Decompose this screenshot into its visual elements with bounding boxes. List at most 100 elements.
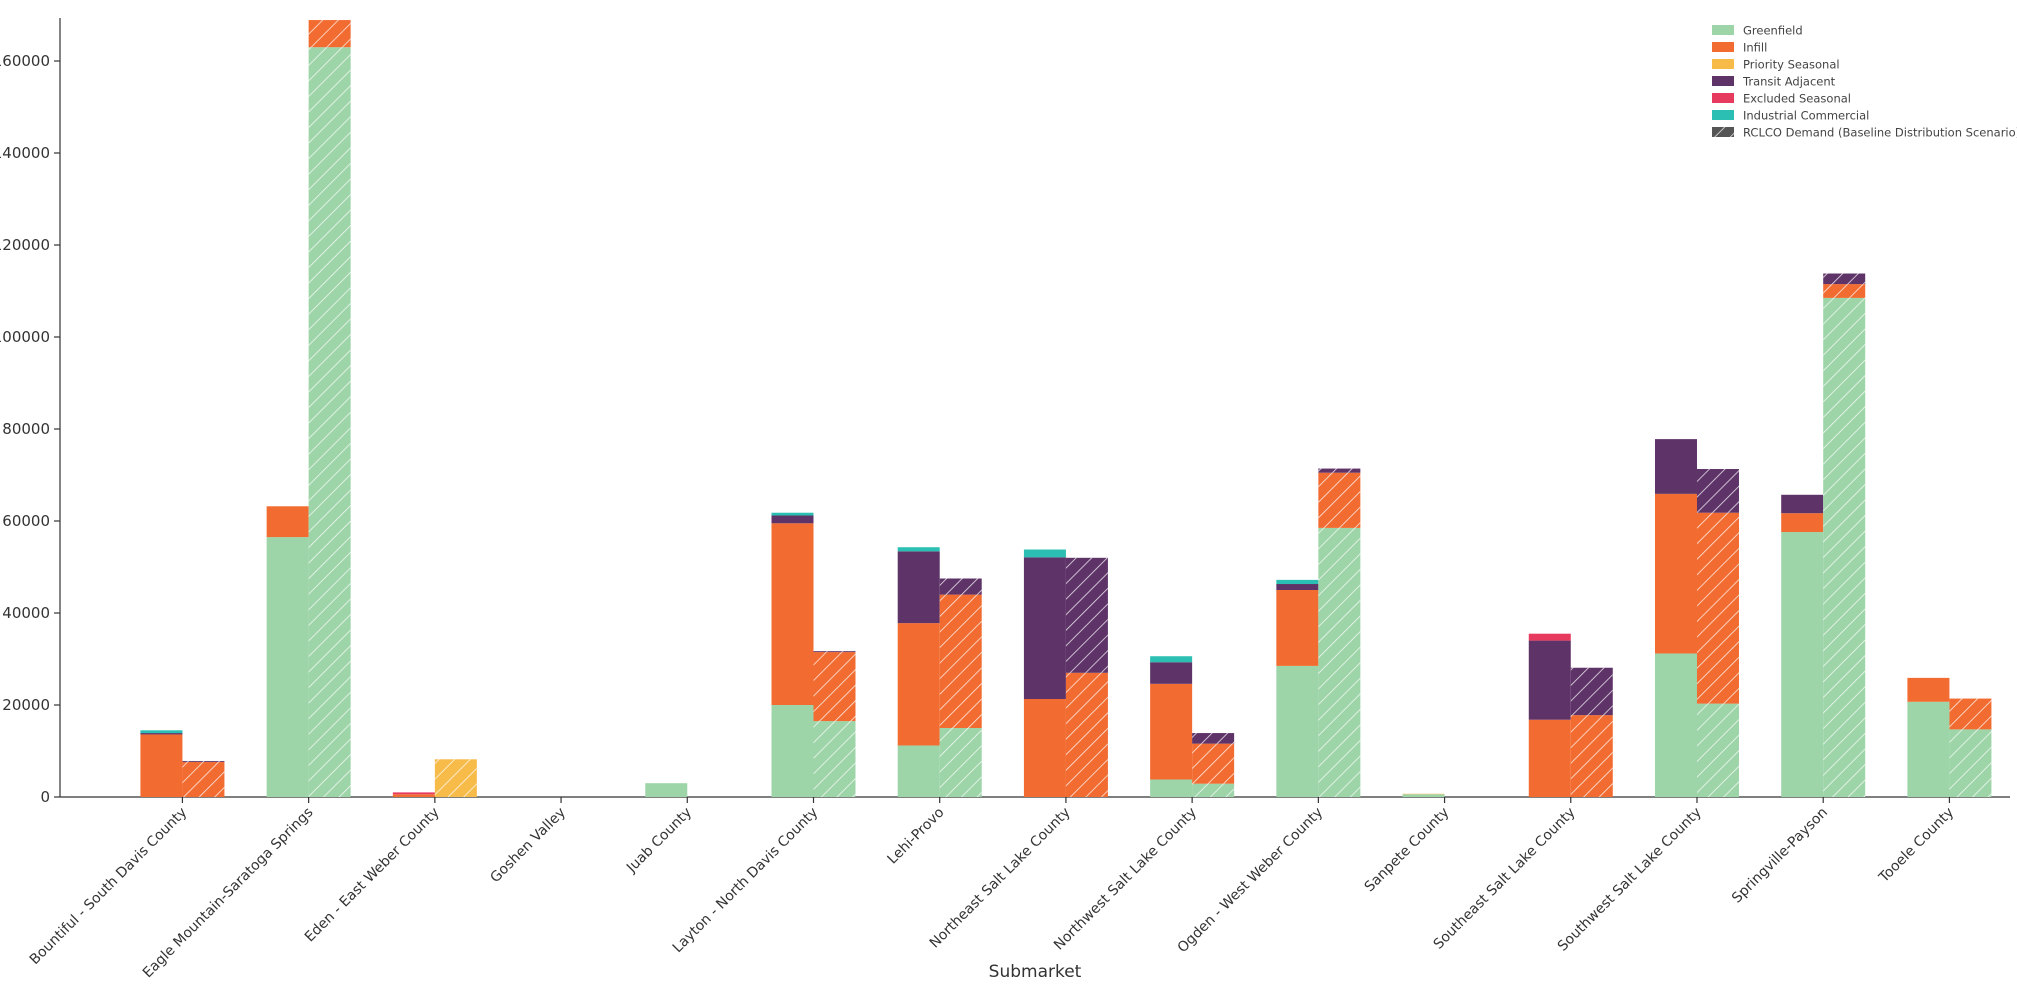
hatch-overlay <box>435 759 477 797</box>
hatch-overlay <box>1066 673 1108 797</box>
hatch-overlay <box>182 761 224 762</box>
hatch-overlay <box>813 651 855 652</box>
bar-ogden-west-weber-county-infill <box>1276 590 1318 666</box>
x-tick-label: Northwest Salt Lake County <box>1051 805 1200 954</box>
bar-southwest-salt-lake-county-greenfield <box>1655 653 1697 797</box>
hatch-overlay <box>1949 699 1991 730</box>
legend-label: Greenfield <box>1743 24 1803 38</box>
legend-label: Excluded Seasonal <box>1743 92 1851 106</box>
hatch-overlay <box>1066 558 1108 673</box>
legend-label: Infill <box>1743 41 1767 55</box>
legend-swatch-infill <box>1712 42 1734 52</box>
hatch-overlay <box>1823 284 1865 298</box>
bar-layton-north-davis-county-infill <box>771 523 813 705</box>
hatch-overlay <box>182 762 224 797</box>
hatch-overlay <box>940 579 982 595</box>
legend-label: Transit Adjacent <box>1742 75 1836 89</box>
bar-eagle-mountain-saratoga-springs-greenfield <box>267 537 309 797</box>
bar-eagle-mountain-saratoga-springs-infill <box>267 506 309 537</box>
legend-label: Priority Seasonal <box>1743 58 1840 72</box>
x-tick-label: Eden - East Weber County <box>302 805 443 946</box>
bar-layton-north-davis-county-transit-adjacent <box>771 515 813 523</box>
x-tick-label: Juab County <box>623 805 695 877</box>
y-tick-label: 40000 <box>2 604 50 622</box>
x-tick-label: Lehi-Provo <box>885 805 948 868</box>
bar-northeast-salt-lake-county-transit-adjacent <box>1024 557 1066 699</box>
bar-lehi-provo-industrial-commercial <box>898 547 940 551</box>
hatch-overlay <box>309 47 351 797</box>
bar-southeast-salt-lake-county-transit-adjacent <box>1529 641 1571 720</box>
hatch-overlay <box>1318 469 1360 473</box>
x-tick-label: Layton - North Davis County <box>670 805 822 957</box>
hatch-overlay <box>813 721 855 797</box>
hatch-overlay <box>940 728 982 797</box>
bar-springville-payson-infill <box>1781 513 1823 532</box>
x-tick-label: Northeast Salt Lake County <box>927 805 1074 952</box>
hatch-overlay <box>1318 473 1360 528</box>
bar-northwest-salt-lake-county-infill <box>1150 684 1192 780</box>
bar-northeast-salt-lake-county-industrial-commercial <box>1024 550 1066 558</box>
hatch-overlay <box>813 652 855 721</box>
bar-layton-north-davis-county-greenfield <box>771 705 813 797</box>
legend-label: Industrial Commercial <box>1743 109 1869 123</box>
hatch-overlay <box>1697 469 1739 513</box>
x-tick-label: Tooele County <box>1875 805 1957 887</box>
bar-ogden-west-weber-county-transit-adjacent <box>1276 584 1318 590</box>
bar-lehi-provo-greenfield <box>898 745 940 797</box>
x-tick-label: Sanpete County <box>1362 805 1453 896</box>
legend-swatch-greenfield <box>1712 25 1734 35</box>
bar-southwest-salt-lake-county-infill <box>1655 494 1697 654</box>
hatch-overlay <box>1192 784 1234 797</box>
bar-northwest-salt-lake-county-greenfield <box>1150 780 1192 797</box>
hatch-overlay <box>940 595 982 728</box>
hatch-overlay <box>1571 668 1613 715</box>
y-tick-label: 100000 <box>0 328 50 346</box>
bar-bountiful-south-davis-county-infill <box>140 734 182 797</box>
x-axis-title: Submarket <box>989 962 1082 982</box>
legend-swatch-industrial-commercial <box>1712 110 1734 120</box>
hatch-overlay <box>1192 744 1234 784</box>
bar-northwest-salt-lake-county-industrial-commercial <box>1150 656 1192 662</box>
bar-tooele-county-greenfield <box>1907 702 1949 797</box>
bar-springville-payson-greenfield <box>1781 532 1823 797</box>
bar-lehi-provo-infill <box>898 623 940 745</box>
bar-northeast-salt-lake-county-infill <box>1024 699 1066 797</box>
hatch-overlay <box>1823 274 1865 285</box>
x-tick-label: Southwest Salt Lake County <box>1555 805 1705 955</box>
bar-northwest-salt-lake-county-transit-adjacent <box>1150 662 1192 684</box>
y-tick-label: 80000 <box>2 420 50 438</box>
bar-southeast-salt-lake-county-infill <box>1529 720 1571 797</box>
bar-sanpete-county-greenfield <box>1403 794 1445 797</box>
hatch-overlay <box>1697 513 1739 704</box>
y-ticks: 0200004000060000800001000001200001400001… <box>0 52 60 806</box>
x-tick-label: Ogden - West Weber County <box>1175 805 1327 957</box>
hatch-overlay <box>309 20 351 47</box>
bar-springville-payson-transit-adjacent <box>1781 495 1823 513</box>
x-tick-label: Southeast Salt Lake County <box>1431 805 1579 953</box>
hatch-overlay <box>1571 715 1613 797</box>
legend-label: RCLCO Demand (Baseline Distribution Scen… <box>1743 126 2017 140</box>
legend-swatch-priority-seasonal <box>1712 59 1734 69</box>
bar-layton-north-davis-county-industrial-commercial <box>771 513 813 516</box>
hatch-overlay <box>1697 704 1739 797</box>
bar-eden-east-weber-county-excluded-seasonal <box>393 792 435 794</box>
x-tick-label: Springville-Payson <box>1729 805 1831 907</box>
y-tick-label: 0 <box>40 788 50 806</box>
hatch-overlay <box>1949 729 1991 797</box>
legend-swatch-transit-adjacent <box>1712 76 1734 86</box>
x-tick-label: Goshen Valley <box>487 805 569 887</box>
y-tick-label: 20000 <box>2 696 50 714</box>
legend-swatch-excluded-seasonal <box>1712 93 1734 103</box>
y-tick-label: 60000 <box>2 512 50 530</box>
y-tick-label: 140000 <box>0 144 50 162</box>
bar-juab-county-greenfield <box>645 783 687 797</box>
bar-southwest-salt-lake-county-transit-adjacent <box>1655 439 1697 494</box>
hatch-overlay <box>1823 298 1865 797</box>
bar-tooele-county-infill <box>1907 678 1949 702</box>
bar-southeast-salt-lake-county-excluded-seasonal <box>1529 634 1571 641</box>
y-tick-label: 120000 <box>0 236 50 254</box>
bar-bountiful-south-davis-county-transit-adjacent <box>140 733 182 734</box>
